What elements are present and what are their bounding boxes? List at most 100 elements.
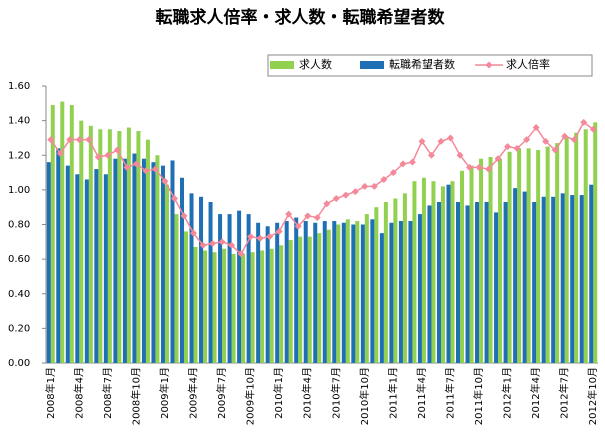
line-marker bbox=[485, 165, 493, 173]
bar bbox=[212, 252, 217, 363]
bar bbox=[364, 214, 369, 363]
bar bbox=[412, 181, 417, 363]
line-marker bbox=[75, 136, 83, 144]
bar bbox=[551, 196, 556, 363]
y-tick-label: 1.00 bbox=[8, 185, 30, 196]
bar bbox=[60, 101, 65, 364]
bar bbox=[65, 165, 70, 363]
bar bbox=[579, 195, 584, 363]
bar bbox=[136, 131, 141, 363]
bar bbox=[256, 222, 261, 363]
bar bbox=[475, 201, 480, 363]
line-marker bbox=[237, 250, 245, 258]
bar bbox=[122, 158, 127, 363]
line-marker bbox=[266, 233, 274, 241]
line-marker bbox=[532, 124, 540, 132]
x-tick-label: 2009年7月 bbox=[215, 367, 228, 419]
x-tick-label: 2010年1月 bbox=[272, 367, 285, 419]
bar bbox=[155, 155, 160, 363]
bar bbox=[79, 120, 84, 363]
line bbox=[50, 121, 594, 256]
line-marker bbox=[494, 155, 502, 163]
bar bbox=[351, 224, 356, 363]
bar bbox=[227, 214, 232, 363]
bar bbox=[193, 247, 198, 363]
bar bbox=[484, 201, 489, 363]
x-tick-label: 2010年4月 bbox=[301, 367, 314, 419]
bar bbox=[75, 174, 80, 363]
bar bbox=[284, 221, 289, 363]
bar bbox=[389, 222, 394, 363]
bar bbox=[498, 158, 503, 363]
bar bbox=[218, 214, 223, 363]
line-marker bbox=[351, 188, 359, 196]
line-marker bbox=[190, 229, 198, 237]
line-marker bbox=[361, 182, 369, 190]
line-marker bbox=[151, 165, 159, 173]
bar bbox=[222, 248, 227, 363]
legend-box bbox=[267, 54, 593, 77]
bar bbox=[494, 212, 499, 363]
bar bbox=[145, 139, 150, 363]
bar bbox=[189, 193, 194, 363]
bar bbox=[164, 184, 169, 363]
bar bbox=[298, 236, 303, 363]
bar bbox=[151, 162, 156, 363]
bar bbox=[427, 205, 432, 363]
bar bbox=[345, 219, 350, 363]
bar bbox=[260, 250, 265, 363]
bar bbox=[517, 148, 522, 363]
line-marker bbox=[94, 153, 102, 161]
bar bbox=[237, 210, 242, 363]
line-marker bbox=[437, 137, 445, 145]
bar bbox=[317, 233, 322, 363]
line-marker bbox=[523, 136, 531, 144]
bar bbox=[126, 127, 131, 363]
x-tick-label: 2012年1月 bbox=[501, 367, 514, 419]
y-tick-label: 1.20 bbox=[8, 150, 30, 161]
bar bbox=[450, 181, 455, 363]
bar bbox=[231, 253, 236, 363]
line-marker bbox=[332, 195, 340, 203]
legend-swatch bbox=[360, 61, 384, 69]
bar bbox=[545, 146, 550, 363]
bar bbox=[307, 236, 312, 363]
bar bbox=[402, 193, 407, 363]
chart-title: 転職求人倍率・求人数・転職希望者数 bbox=[156, 7, 446, 28]
bar bbox=[303, 221, 308, 363]
line-marker bbox=[389, 169, 397, 177]
x-tick-label: 2008年1月 bbox=[44, 367, 57, 419]
bar bbox=[555, 143, 560, 363]
bar bbox=[265, 226, 270, 363]
x-tick-label: 2008年4月 bbox=[72, 367, 85, 419]
bar bbox=[113, 158, 118, 363]
bar bbox=[379, 233, 384, 363]
x-tick-label: 2011年1月 bbox=[386, 367, 399, 419]
line-marker bbox=[85, 136, 93, 144]
bar bbox=[431, 181, 436, 363]
bar bbox=[199, 196, 204, 363]
bar bbox=[69, 105, 74, 363]
bar bbox=[513, 188, 518, 363]
bar bbox=[203, 250, 208, 363]
line-marker bbox=[66, 136, 74, 144]
bar bbox=[526, 148, 531, 363]
line-marker bbox=[570, 136, 578, 144]
line-marker bbox=[180, 212, 188, 220]
bar bbox=[417, 214, 422, 363]
bar bbox=[446, 184, 451, 363]
x-tick-label: 2009年10月 bbox=[244, 367, 257, 425]
line-marker bbox=[542, 137, 550, 145]
line-marker bbox=[313, 214, 321, 222]
bar bbox=[174, 214, 179, 363]
line-marker bbox=[275, 227, 283, 235]
bar bbox=[522, 191, 527, 363]
x-tick-label: 2009年4月 bbox=[187, 367, 200, 419]
line-marker bbox=[475, 163, 483, 171]
bar bbox=[479, 158, 484, 363]
line-marker bbox=[551, 146, 559, 154]
bar bbox=[589, 184, 594, 363]
bar bbox=[132, 153, 137, 363]
line-marker bbox=[370, 182, 378, 190]
